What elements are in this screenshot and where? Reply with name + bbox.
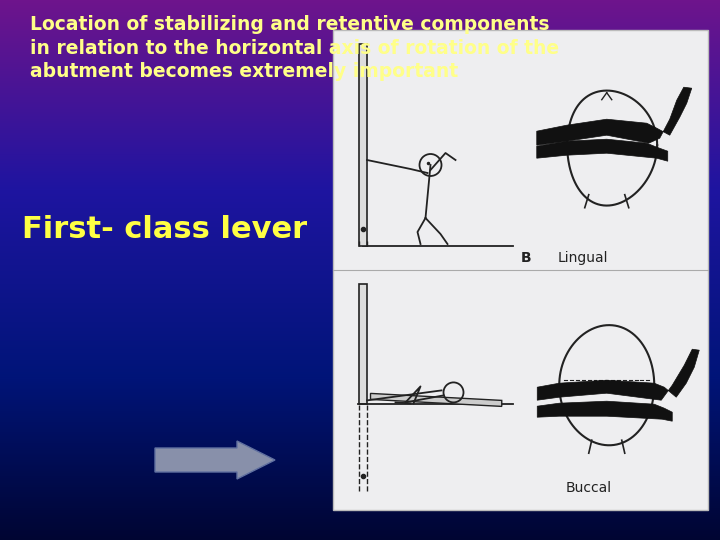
- Polygon shape: [536, 87, 692, 145]
- Bar: [359, 285, 367, 404]
- Polygon shape: [155, 441, 275, 479]
- Text: B: B: [521, 251, 531, 265]
- Text: Location of stabilizing and retentive components
in relation to the horizontal a: Location of stabilizing and retentive co…: [30, 15, 559, 81]
- Polygon shape: [537, 401, 672, 421]
- Polygon shape: [537, 349, 699, 400]
- Bar: [333, 30, 708, 510]
- Text: Lingual: Lingual: [558, 251, 608, 265]
- Polygon shape: [371, 394, 502, 407]
- Text: Buccal: Buccal: [565, 481, 611, 495]
- Text: First- class lever: First- class lever: [22, 215, 307, 245]
- Polygon shape: [536, 139, 667, 161]
- Bar: [359, 44, 367, 246]
